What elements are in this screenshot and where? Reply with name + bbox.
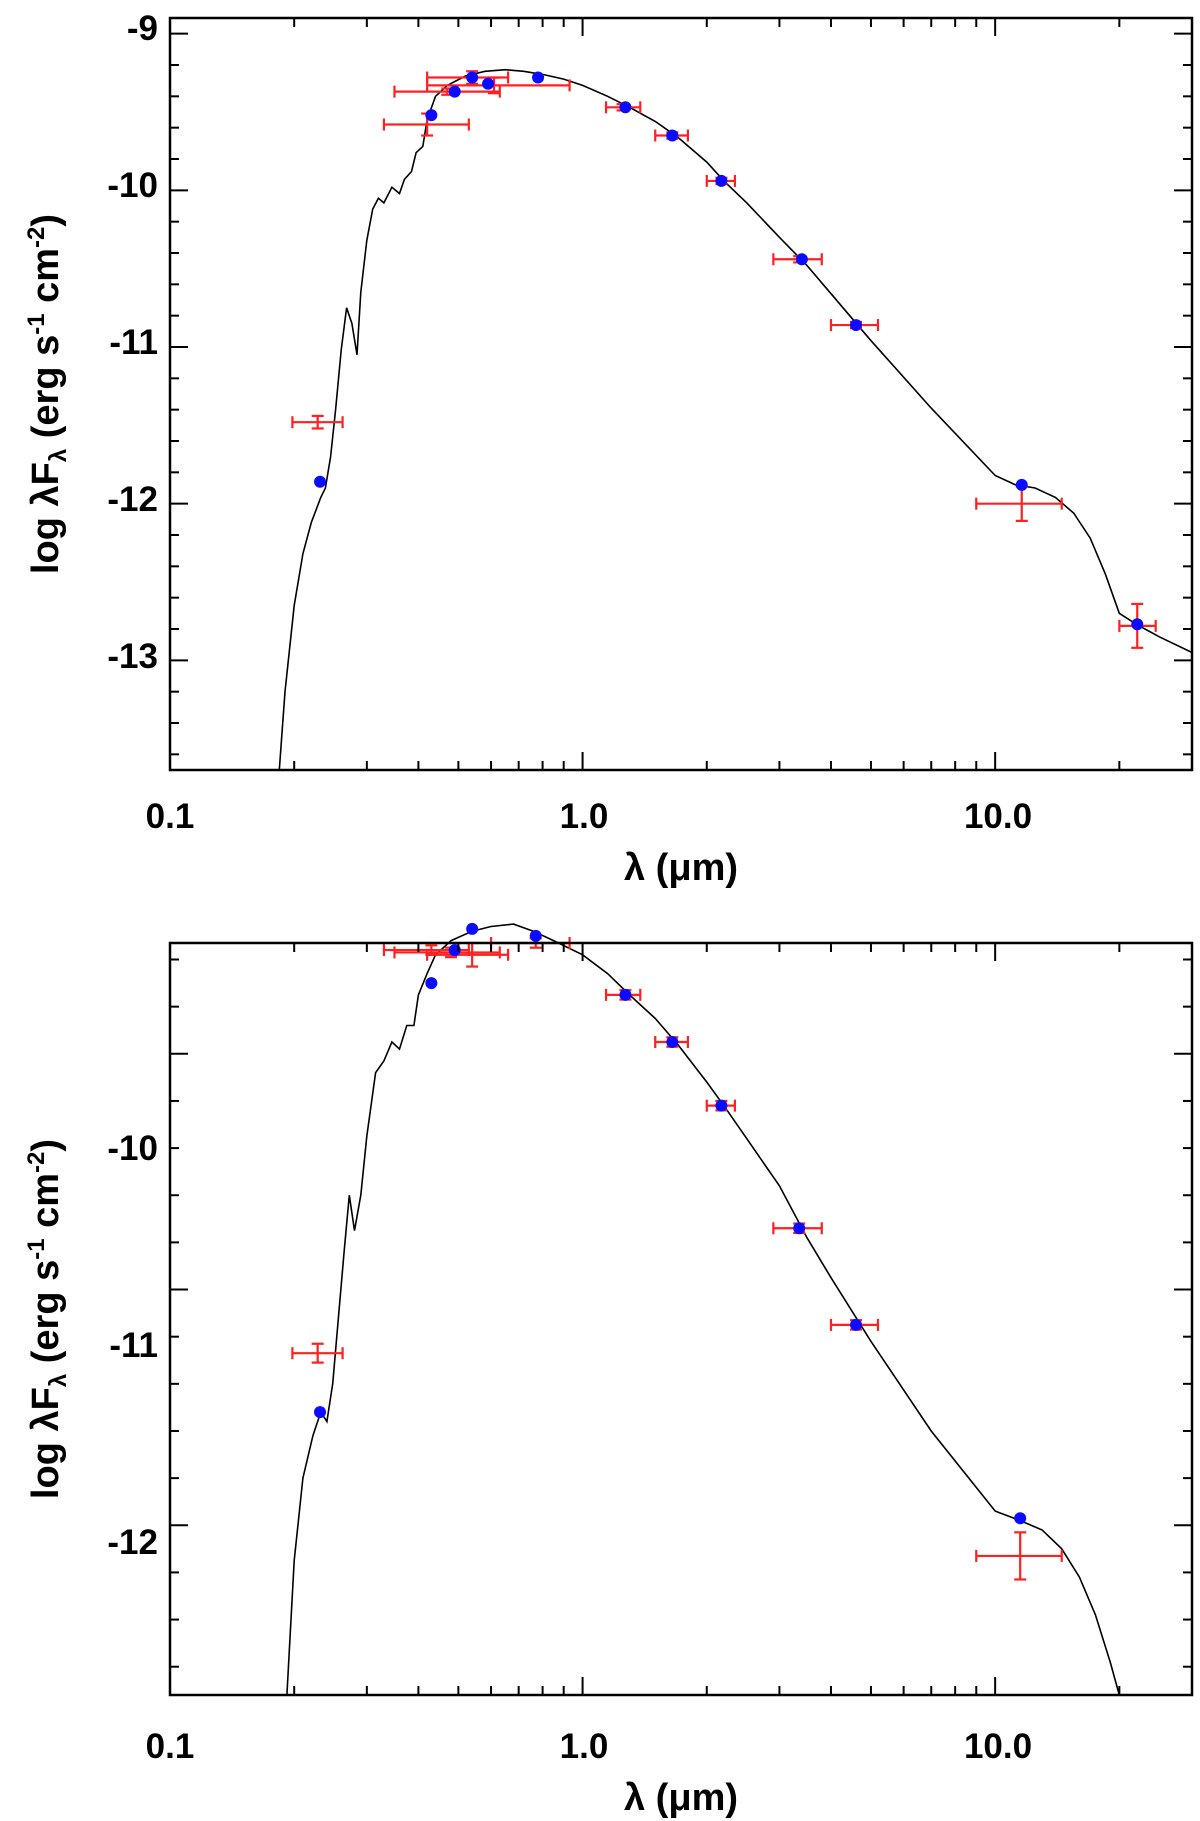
model-curve-top	[278, 68, 1193, 771]
x-axis-label-bottom: λ (μm)	[624, 1777, 738, 1819]
plot-frame-bottom	[168, 941, 1194, 1697]
observed-point	[975, 1531, 1063, 1581]
model-point	[448, 85, 461, 98]
model-point	[466, 922, 479, 935]
model-point	[850, 1318, 863, 1331]
observed-point	[291, 1342, 344, 1364]
y-label-mid2: cm	[25, 1173, 67, 1238]
model-points-top	[314, 71, 1144, 631]
observed-points-bottom	[291, 937, 1063, 1581]
y-tick-labels-top: -9 -10 -11 -12 -13	[107, 9, 158, 676]
observed-point	[426, 941, 510, 968]
y-label-sub: λ	[45, 449, 72, 462]
model-point	[619, 988, 632, 1001]
model-point	[1015, 478, 1028, 491]
model-points-bottom	[314, 922, 1027, 1525]
x-tick-label: 1.0	[560, 797, 609, 836]
y-label-sup1: -1	[23, 313, 50, 334]
y-label-sup2: -2	[23, 1152, 50, 1173]
model-point	[793, 1222, 806, 1235]
x-tick-label: 10.0	[964, 797, 1032, 836]
model-point	[466, 71, 479, 84]
x-tick-label: 0.1	[146, 1727, 195, 1766]
observed-point	[426, 76, 571, 95]
model-point	[715, 1099, 728, 1112]
observed-point	[393, 85, 501, 98]
model-point	[795, 253, 808, 266]
model-point	[850, 319, 863, 332]
x-label-post: m)	[692, 1777, 738, 1819]
y-label-sup1: -1	[23, 1238, 50, 1259]
x-label-pre: λ (	[624, 1777, 669, 1819]
model-point	[529, 929, 542, 942]
y-tick-label: -11	[109, 323, 158, 362]
y-label-mid2: cm	[25, 248, 67, 313]
x-label-mu: μ	[668, 1777, 691, 1819]
model-point	[532, 71, 545, 84]
panel-top: 0.1 1.0 10.0 -9 -10 -11 -12 -13 λ (μm) l…	[23, 9, 1194, 889]
model-point	[715, 174, 728, 187]
y-label-sup2: -2	[23, 227, 50, 248]
model-point	[314, 1406, 327, 1419]
ticks-top	[169, 18, 1193, 770]
model-spectrum-line	[286, 923, 1121, 1696]
y-label-mid: (erg s	[25, 1260, 67, 1374]
model-curve-bottom	[286, 923, 1121, 1696]
x-tick-labels-top: 0.1 1.0 10.0	[146, 797, 1032, 836]
model-spectrum-line	[278, 68, 1193, 771]
observed-point	[975, 485, 1063, 523]
y-label-sub: λ	[45, 1374, 72, 1387]
plot-frame-top	[168, 16, 1194, 772]
model-point	[425, 109, 438, 122]
y-label-main: log λF	[25, 462, 67, 574]
model-point	[666, 1036, 679, 1049]
y-label-mid: (erg s	[25, 335, 67, 449]
y-tick-label: -11	[109, 1326, 158, 1365]
x-tick-labels-bottom: 0.1 1.0 10.0	[146, 1727, 1032, 1766]
observed-points-top	[291, 70, 1157, 649]
x-label-mu: μ	[668, 847, 691, 889]
y-label-end: )	[25, 1139, 67, 1152]
model-point	[482, 77, 495, 90]
y-label-main: log λF	[25, 1387, 67, 1499]
y-axis-label-bottom: log λFλ (erg s-1 cm-2)	[23, 1139, 72, 1499]
x-tick-label: 10.0	[964, 1727, 1032, 1766]
y-tick-label: -13	[107, 637, 158, 676]
panel-bottom: 0.1 1.0 10.0 -10 -11 -12 λ (μm) log λFλ …	[23, 922, 1194, 1819]
model-point	[666, 129, 679, 142]
y-tick-label: -12	[107, 480, 158, 519]
model-point	[619, 101, 632, 114]
model-point	[314, 475, 327, 488]
x-tick-label: 0.1	[146, 797, 195, 836]
y-tick-label: -10	[107, 1129, 158, 1168]
y-label-end: )	[25, 214, 67, 227]
y-tick-label: -12	[107, 1523, 158, 1562]
observed-point	[393, 946, 501, 959]
y-tick-label: -9	[127, 9, 158, 48]
y-tick-labels-bottom: -10 -11 -12	[107, 1129, 158, 1562]
ticks-bottom	[169, 943, 1193, 1695]
x-axis-label-top: λ (μm)	[624, 847, 738, 889]
x-label-post: m)	[692, 847, 738, 889]
x-tick-label: 1.0	[560, 1727, 609, 1766]
y-axis-label-top: log λFλ (erg s-1 cm-2)	[23, 214, 72, 574]
model-point	[1131, 618, 1144, 631]
x-label-pre: λ (	[624, 847, 669, 889]
model-point	[425, 977, 438, 990]
model-point	[1014, 1512, 1027, 1525]
observed-point	[291, 414, 344, 430]
y-tick-label: -10	[107, 166, 158, 205]
